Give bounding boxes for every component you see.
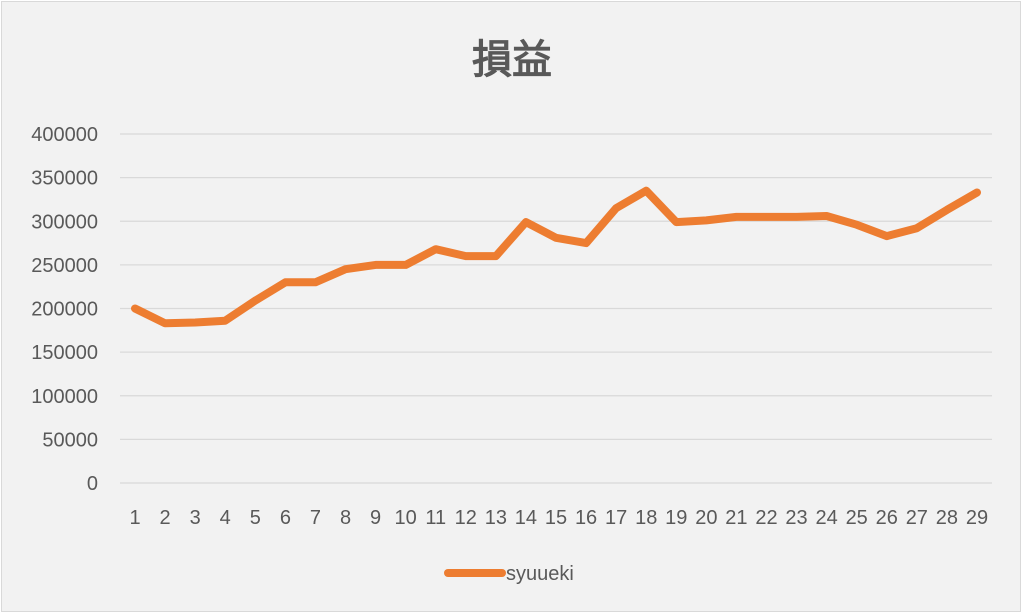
x-tick-label: 16	[575, 507, 597, 529]
x-tick-label: 18	[635, 507, 657, 529]
x-tick-label: 2	[160, 507, 171, 529]
legend-label-syuueki: syuueki	[506, 563, 574, 585]
y-tick-label: 350000	[31, 168, 98, 190]
x-tick-label: 24	[815, 507, 837, 529]
x-tick-label: 23	[785, 507, 807, 529]
x-tick-label: 5	[250, 507, 261, 529]
x-tick-label: 29	[966, 507, 988, 529]
y-tick-label: 50000	[42, 429, 98, 451]
y-tick-label: 100000	[31, 386, 98, 408]
x-tick-label: 26	[876, 507, 898, 529]
series-line-syuueki	[131, 186, 981, 328]
y-tick-label: 0	[87, 473, 98, 495]
x-tick-label: 15	[545, 507, 567, 529]
x-tick-label: 10	[395, 507, 417, 529]
x-tick-label: 12	[455, 507, 477, 529]
y-axis-tick-labels: 0 50000 100000 150000 200000 250000 300000 3500…	[31, 124, 98, 495]
x-axis-tick-labels: 1 2 3 4 5 6 7 8 9 10 11 12 13 14 15 16 17 18 19 20 21 22 23 24 2…	[129, 507, 988, 529]
x-tick-label: 17	[605, 507, 627, 529]
chart-title: 損益	[472, 37, 552, 83]
x-tick-label: 27	[906, 507, 928, 529]
legend: syuueki	[444, 563, 574, 585]
x-tick-label: 22	[755, 507, 777, 529]
x-tick-label: 1	[129, 507, 140, 529]
y-tick-label: 250000	[31, 255, 98, 277]
x-tick-label: 20	[695, 507, 717, 529]
x-tick-label: 8	[340, 507, 351, 529]
x-tick-label: 25	[846, 507, 868, 529]
y-tick-label: 200000	[31, 299, 98, 321]
x-tick-label: 4	[220, 507, 231, 529]
series-layer	[131, 186, 981, 328]
y-tick-label: 300000	[31, 211, 98, 233]
x-tick-label: 21	[725, 507, 747, 529]
y-tick-label: 400000	[31, 124, 98, 146]
x-tick-label: 13	[485, 507, 507, 529]
x-tick-label: 3	[190, 507, 201, 529]
x-tick-label: 19	[665, 507, 687, 529]
x-tick-label: 7	[310, 507, 321, 529]
x-tick-label: 11	[425, 507, 446, 529]
x-tick-label: 9	[370, 507, 381, 529]
y-tick-label: 150000	[31, 342, 98, 364]
x-tick-label: 28	[936, 507, 958, 529]
x-tick-label: 14	[515, 507, 537, 529]
x-tick-label: 6	[280, 507, 291, 529]
gridlines	[120, 133, 992, 484]
